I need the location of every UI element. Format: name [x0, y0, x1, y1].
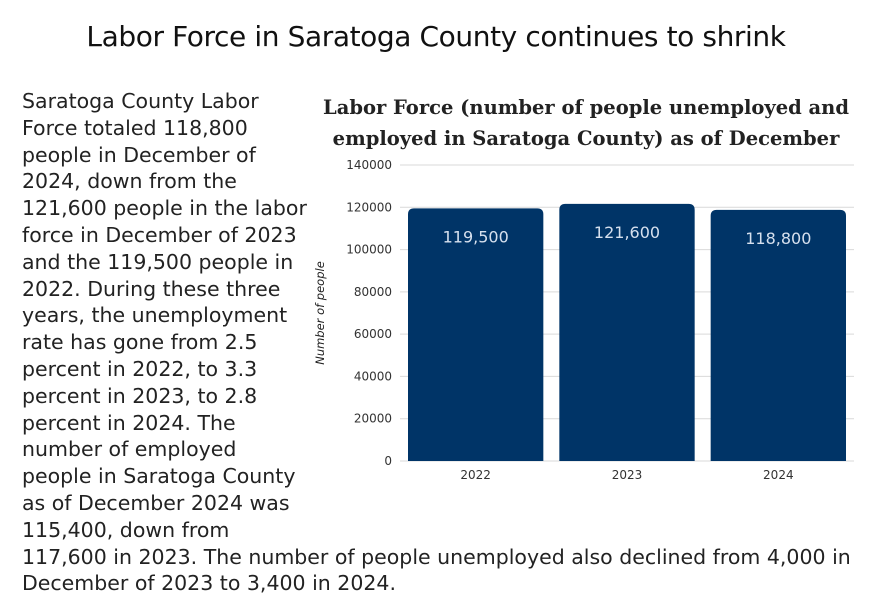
- y-tick-label: 40000: [354, 369, 392, 383]
- y-axis-label: Number of people: [313, 261, 327, 365]
- bar-2024: [710, 209, 846, 461]
- bar-2023: [559, 203, 695, 461]
- labor-force-chart: Labor Force (number of people unemployed…: [308, 90, 864, 490]
- x-tick-label: 2023: [612, 468, 643, 482]
- bar-value-label: 118,800: [745, 229, 811, 248]
- bar-2022: [408, 208, 544, 461]
- x-tick-label: 2022: [460, 468, 491, 482]
- y-tick-label: 120000: [346, 200, 392, 214]
- bar-value-label: 121,600: [594, 223, 660, 242]
- body-paragraph: Saratoga County Labor Force totaled 118,…: [22, 88, 862, 597]
- y-tick-label: 80000: [354, 285, 392, 299]
- y-tick-label: 0: [384, 454, 392, 468]
- y-tick-label: 20000: [354, 412, 392, 426]
- y-tick-label: 60000: [354, 327, 392, 341]
- chart-title-line-2: employed in Saratoga County) as of Decem…: [332, 127, 840, 150]
- bar-chart-svg: 0 20000 40000 60000 80000 100000 120000 140000 N…: [313, 158, 854, 482]
- x-tick-label: 2024: [763, 468, 794, 482]
- y-tick-label: 140000: [346, 158, 392, 172]
- y-tick-label: 100000: [346, 243, 392, 257]
- chart-title-line-1: Labor Force (number of people unemployed…: [322, 96, 849, 119]
- bar-value-label: 119,500: [443, 227, 509, 246]
- chart-title: Labor Force (number of people unemployed…: [308, 92, 864, 154]
- page-title: Labor Force in Saratoga County continues…: [86, 20, 786, 53]
- body-paragraph-text: Saratoga County Labor Force totaled 118,…: [22, 89, 851, 596]
